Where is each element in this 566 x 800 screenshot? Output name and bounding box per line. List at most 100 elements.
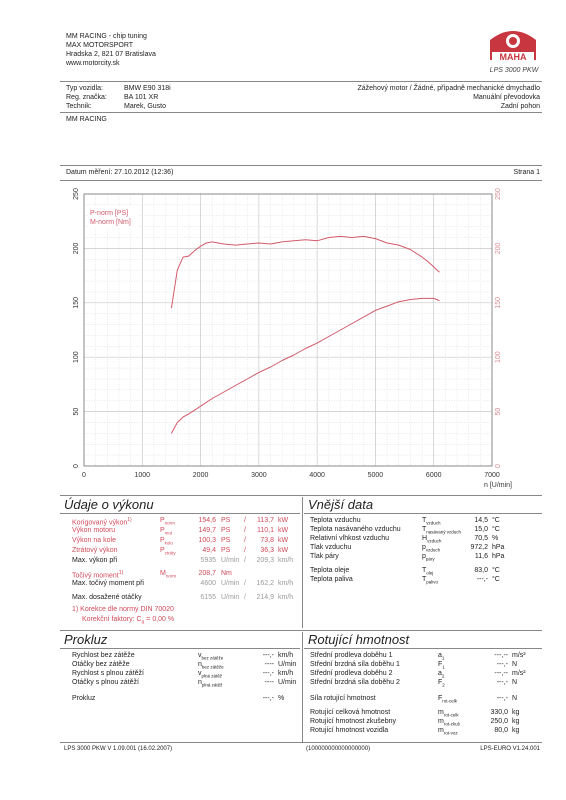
divider bbox=[60, 180, 542, 181]
rotating-symbol-sub: rot-celk bbox=[443, 712, 459, 718]
power-torque-chart: 0 50 100 150 200 250 0 50 100 150 200 250 0 1000 2000 3… bbox=[73, 188, 512, 489]
reg-label: Reg. značka: bbox=[66, 94, 107, 101]
y2-tick-label: 200 bbox=[495, 242, 502, 254]
perf-unit1: Nm bbox=[221, 570, 232, 577]
rotating-symbol-sub: rot-voz bbox=[443, 730, 458, 736]
x-tick-label: 0 bbox=[82, 472, 86, 479]
prokluz-unit: U/min bbox=[278, 679, 297, 686]
perf-label: Točivý moment1) bbox=[72, 569, 123, 580]
perf-symbol: Pnorm bbox=[160, 516, 175, 527]
prokluz-value: ---- bbox=[264, 661, 274, 668]
perf-symbol: Pkolo bbox=[160, 536, 173, 547]
rotating-label: Střední brzdná síla doběhu 2 bbox=[310, 679, 400, 686]
legend-item: P-norm [PS] bbox=[90, 210, 128, 217]
perf-value2: 214,9 bbox=[256, 594, 274, 601]
rotating-unit: kg bbox=[512, 727, 520, 734]
rotating-title: Rotující hmotnost bbox=[308, 632, 410, 647]
external-unit: °C bbox=[492, 526, 500, 533]
divider bbox=[60, 81, 542, 82]
prokluz-unit: % bbox=[278, 695, 285, 702]
torque-curve bbox=[170, 235, 440, 309]
perf-separator: / bbox=[244, 527, 246, 534]
divider bbox=[60, 165, 542, 166]
cf-symbol: C bbox=[136, 616, 142, 623]
external-value: 972,2 bbox=[470, 544, 488, 551]
perf-label-text: Výkon motoru bbox=[72, 527, 116, 534]
rotating-symbol-sub: rot-celk bbox=[442, 698, 458, 704]
rotating-symbol: F1 bbox=[438, 660, 445, 671]
perf-label: Max. dosažené otáčky bbox=[72, 593, 142, 602]
rotating-symbol-main: F bbox=[438, 679, 443, 686]
x-tick-label: 6000 bbox=[426, 472, 442, 479]
perf-symbol: Mnorm bbox=[160, 569, 176, 580]
external-label: Teplota oleje bbox=[310, 567, 350, 574]
external-symbol: Tnasávaný vzduch bbox=[422, 525, 461, 536]
prokluz-symbol: nplná zátěž bbox=[198, 678, 222, 689]
company-line: MAX MOTORSPORT bbox=[66, 42, 134, 49]
perf-value2: 113,7 bbox=[257, 517, 274, 524]
external-symbol-main: T bbox=[422, 526, 427, 533]
prokluz-value: ---,- bbox=[262, 652, 274, 659]
column-divider bbox=[302, 497, 303, 628]
perf-symbol: Pmot bbox=[160, 526, 172, 537]
rotating-unit: N bbox=[512, 661, 518, 668]
technician-value: Marek, Gusto bbox=[124, 103, 167, 110]
maha-logo: MAHA LPS 3000 PKW bbox=[486, 26, 540, 76]
vehicle-config: Zážehový motor / Žádné, případně mechani… bbox=[358, 84, 541, 111]
perf-unit2: km/h bbox=[278, 580, 294, 587]
external-symbol-main: T bbox=[422, 576, 427, 583]
y-tick-label: 0 bbox=[73, 464, 80, 468]
external-symbol-sub: vzduch bbox=[427, 538, 442, 544]
prokluz-unit: km/h bbox=[278, 670, 294, 677]
chart-ticks: 0 50 100 150 200 250 0 50 100 150 200 250 0 1000 2000 3… bbox=[73, 188, 512, 489]
drive-type: Zadní pohon bbox=[500, 103, 540, 110]
perf-value2: 36,3 bbox=[260, 547, 274, 554]
cf-subscript: a bbox=[141, 619, 145, 626]
y-tick-label: 250 bbox=[73, 188, 80, 200]
prokluz-value: ---,- bbox=[262, 695, 274, 702]
external-symbol: Tvzduch bbox=[422, 516, 441, 527]
rotating-value: ---,- bbox=[496, 695, 508, 702]
rotating-label: Střední brzdná síla doběhu 1 bbox=[310, 661, 400, 668]
prokluz-symbol-sub: plná zátěž bbox=[201, 682, 223, 688]
perf-label-text: Výkon na kole bbox=[72, 537, 116, 544]
vehicle-type-label: Typ vozidla: bbox=[66, 85, 103, 92]
footnote-factors-label: Korekční faktory: bbox=[82, 616, 135, 623]
perf-label-text: Max. výkon při bbox=[72, 557, 118, 564]
perf-label-text: Max. dosažené otáčky bbox=[72, 594, 142, 601]
perf-value1: 149,7 bbox=[198, 527, 216, 534]
gearbox-type: Manuální převodovka bbox=[473, 94, 540, 101]
vehicle-labels: Typ vozidla: Reg. značka: Technik: bbox=[66, 84, 107, 111]
perf-unit2: kW bbox=[278, 517, 289, 524]
power-curve bbox=[170, 297, 440, 434]
external-label: Teplota nasávaného vzduchu bbox=[310, 526, 401, 533]
divider bbox=[60, 742, 542, 743]
prokluz-symbol-sub: bez zátěže bbox=[201, 655, 224, 661]
customer-note: MM RACING bbox=[66, 116, 107, 123]
rotating-label: Síla rotující hmotnost bbox=[310, 695, 376, 702]
perf-unit2: km/h bbox=[278, 594, 294, 601]
company-address: MM RACING - chip tuning MAX MOTORSPORT H… bbox=[66, 32, 156, 68]
perf-symbol-sub: kolo bbox=[164, 540, 173, 546]
prokluz-symbol-main: n bbox=[198, 661, 202, 668]
divider bbox=[304, 513, 542, 514]
rotating-symbol: a2 bbox=[438, 669, 444, 680]
y2-tick-label: 100 bbox=[495, 351, 502, 363]
perf-value2: 73,8 bbox=[260, 537, 274, 544]
measurement-date: Datum měření: 27.10.2012 (12:36) bbox=[66, 169, 174, 176]
perf-symbol-main: P bbox=[160, 517, 165, 524]
perf-symbol-sub: ztráty bbox=[164, 550, 176, 556]
perf-value2: 162,2 bbox=[256, 580, 274, 587]
perf-label: Výkon na kole bbox=[72, 536, 116, 545]
perf-unit1: PS bbox=[221, 547, 231, 554]
footnote-factors: Korekční faktory: Ca = 0,00 % bbox=[82, 615, 174, 627]
rotating-label: Střední prodleva doběhu 1 bbox=[310, 652, 393, 659]
rotating-symbol-main: a bbox=[438, 670, 442, 677]
rotating-symbol-sub: 2 bbox=[441, 673, 445, 679]
prokluz-symbol-main: v bbox=[198, 670, 202, 677]
perf-value1: 154,6 bbox=[198, 517, 216, 524]
perf-unit1: U/min bbox=[221, 557, 240, 564]
rotating-symbol-main: m bbox=[438, 727, 444, 734]
perf-symbol-sub: norm bbox=[164, 520, 175, 526]
y2-tick-label: 0 bbox=[495, 464, 502, 468]
